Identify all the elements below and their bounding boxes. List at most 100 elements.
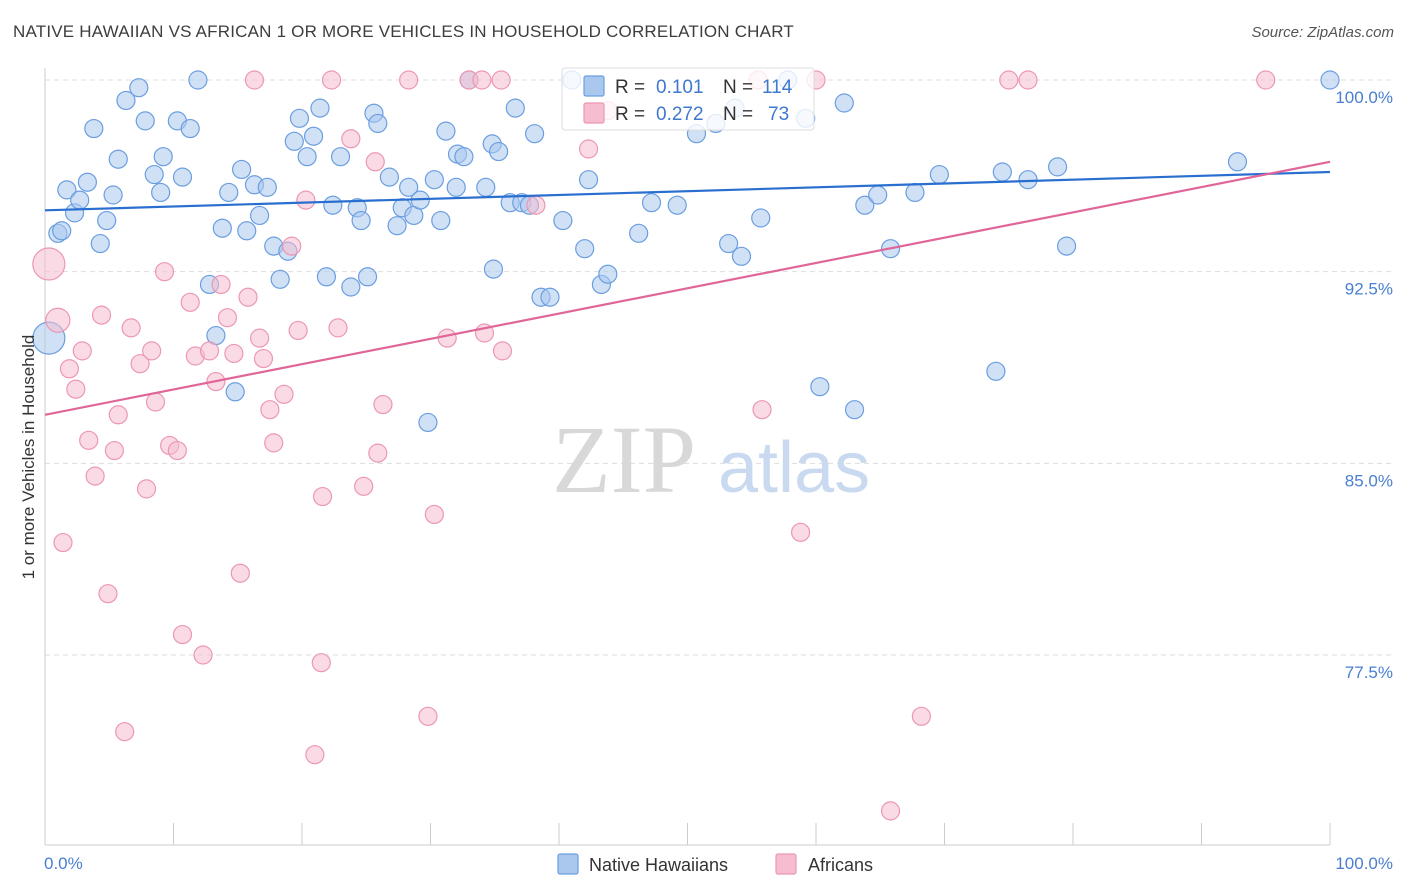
data-point bbox=[1256, 70, 1276, 90]
y-axis-label: 1 or more Vehicles in Household bbox=[19, 335, 38, 580]
x-tick-label-min: 0.0% bbox=[44, 854, 83, 873]
bottom-legend-swatch-native-hawaiians bbox=[557, 853, 579, 875]
data-point bbox=[72, 341, 92, 361]
data-point bbox=[540, 287, 560, 307]
trend-line bbox=[44, 160, 1331, 416]
data-point bbox=[219, 182, 239, 203]
data-point bbox=[354, 476, 374, 496]
data-point bbox=[104, 440, 124, 461]
data-point bbox=[454, 147, 474, 167]
data-point bbox=[418, 706, 438, 726]
data-point bbox=[436, 121, 456, 141]
data-point bbox=[257, 177, 277, 197]
data-point bbox=[97, 210, 117, 231]
data-point bbox=[274, 384, 294, 404]
data-point bbox=[1320, 70, 1340, 90]
y-tick-label: 100.0% bbox=[1335, 88, 1393, 107]
data-point bbox=[929, 164, 949, 185]
data-point bbox=[32, 247, 66, 281]
y-tick-label: 77.5% bbox=[1345, 663, 1393, 682]
data-point bbox=[311, 653, 331, 673]
data-point bbox=[1227, 152, 1248, 172]
data-point bbox=[296, 190, 316, 210]
data-point bbox=[167, 440, 187, 461]
data-point bbox=[578, 170, 599, 190]
data-point bbox=[135, 111, 155, 131]
data-point bbox=[379, 167, 399, 187]
data-point bbox=[230, 563, 250, 583]
data-point bbox=[373, 394, 393, 415]
data-point bbox=[323, 195, 343, 215]
data-point bbox=[180, 118, 200, 139]
data-point bbox=[224, 343, 244, 364]
y-tick-label: 85.0% bbox=[1345, 471, 1393, 490]
data-point bbox=[905, 182, 925, 203]
data-point bbox=[172, 624, 193, 645]
data-point bbox=[52, 221, 72, 241]
data-point bbox=[472, 70, 492, 90]
legend-swatch-africans bbox=[583, 102, 605, 124]
data-point bbox=[130, 354, 150, 374]
data-point bbox=[188, 70, 208, 90]
data-point bbox=[115, 722, 135, 742]
data-point bbox=[365, 152, 385, 172]
y-tick-label: 92.5% bbox=[1345, 280, 1393, 299]
series-africans bbox=[32, 70, 1276, 821]
data-point bbox=[66, 379, 86, 399]
data-point bbox=[399, 70, 419, 90]
data-point bbox=[321, 70, 342, 90]
data-point bbox=[312, 486, 333, 507]
data-point bbox=[575, 239, 595, 259]
data-point bbox=[199, 341, 220, 361]
data-point bbox=[834, 93, 854, 113]
data-point bbox=[424, 504, 444, 525]
data-point bbox=[260, 400, 280, 420]
data-point bbox=[491, 70, 511, 90]
legend-n-value-1: 114 bbox=[762, 77, 793, 98]
bottom-legend-swatch-africans bbox=[775, 853, 797, 875]
data-point bbox=[437, 328, 457, 348]
data-point bbox=[238, 287, 258, 307]
data-point bbox=[418, 412, 438, 433]
data-point bbox=[289, 108, 310, 128]
data-point bbox=[868, 185, 888, 205]
data-point bbox=[790, 522, 811, 542]
data-point bbox=[752, 400, 772, 420]
watermark-zip: ZIP bbox=[552, 406, 696, 513]
data-point bbox=[911, 706, 931, 726]
data-point bbox=[103, 185, 123, 205]
data-point bbox=[524, 124, 545, 144]
data-point bbox=[578, 139, 599, 159]
data-point bbox=[357, 267, 378, 287]
data-point bbox=[1056, 236, 1077, 256]
data-point bbox=[180, 292, 200, 312]
data-point bbox=[91, 305, 112, 325]
data-point bbox=[249, 328, 270, 348]
chart-title: NATIVE HAWAIIAN VS AFRICAN 1 OR MORE VEH… bbox=[13, 22, 794, 41]
data-point bbox=[731, 246, 752, 266]
data-point bbox=[84, 118, 104, 139]
data-point bbox=[144, 164, 164, 185]
data-point bbox=[70, 190, 90, 210]
chart-source: Source: ZipAtlas.com bbox=[1251, 24, 1394, 41]
data-point bbox=[249, 205, 270, 226]
legend-n-label-1: N = bbox=[723, 77, 753, 98]
data-point bbox=[368, 113, 388, 134]
watermark: ZIP atlas bbox=[552, 406, 870, 513]
data-point bbox=[108, 405, 128, 425]
data-point bbox=[810, 377, 830, 397]
legend-r-label-2: R = bbox=[615, 104, 645, 125]
data-point bbox=[341, 277, 361, 297]
legend-r-value-2: 0.272 bbox=[656, 104, 704, 125]
data-point bbox=[492, 341, 513, 361]
watermark-atlas: atlas bbox=[718, 428, 870, 508]
data-point bbox=[310, 98, 330, 118]
data-point bbox=[855, 195, 875, 215]
data-point bbox=[77, 172, 98, 192]
data-point bbox=[225, 382, 245, 402]
data-point bbox=[431, 210, 451, 231]
data-point bbox=[399, 177, 419, 197]
data-point bbox=[505, 98, 525, 118]
data-point bbox=[341, 129, 361, 149]
